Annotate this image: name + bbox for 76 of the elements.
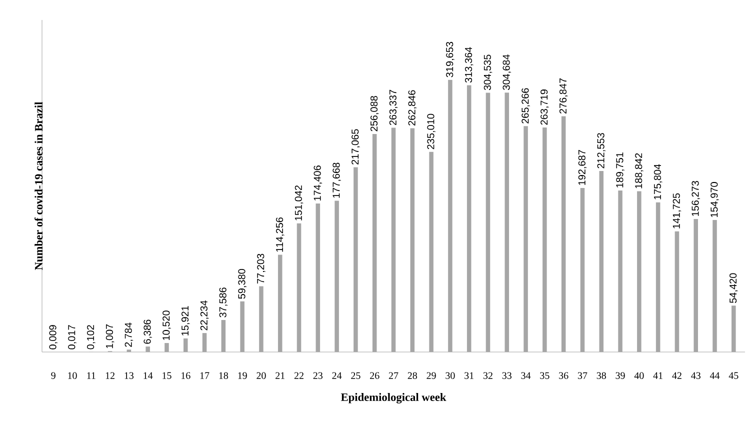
data-label: 141,725 bbox=[672, 193, 682, 228]
data-label: 1,007 bbox=[106, 324, 114, 348]
data-label: 15,921 bbox=[182, 306, 190, 336]
x-tick-label: 19 bbox=[238, 372, 247, 379]
data-label: 77,203 bbox=[257, 254, 266, 284]
data-label: 263,337 bbox=[389, 90, 398, 126]
data-label: 114,256 bbox=[276, 217, 284, 252]
x-tick-label: 33 bbox=[502, 372, 512, 379]
data-label: 265,266 bbox=[522, 88, 530, 124]
x-tick-label: 40 bbox=[634, 372, 644, 380]
data-label: 0,017 bbox=[68, 325, 76, 350]
x-tick-label: 22 bbox=[294, 372, 304, 379]
x-tick-label: 39 bbox=[616, 372, 625, 379]
x-tick-label: 31 bbox=[464, 372, 474, 379]
x-tick-label: 13 bbox=[124, 372, 134, 379]
x-tick-label: 35 bbox=[540, 372, 550, 379]
x-tick-label: 30 bbox=[446, 372, 455, 380]
x-tick-label: 25 bbox=[351, 372, 360, 379]
data-label: 188,842 bbox=[635, 153, 644, 188]
data-label: 2,784 bbox=[124, 322, 134, 347]
data-label: 319,653 bbox=[446, 42, 454, 78]
data-label: 262,846 bbox=[408, 90, 417, 126]
x-tick-label: 32 bbox=[483, 372, 492, 379]
x-tick-label: 24 bbox=[332, 372, 342, 379]
data-label: 0,009 bbox=[49, 325, 58, 350]
x-tick-label: 14 bbox=[144, 372, 153, 379]
x-tick-label: 23 bbox=[313, 372, 323, 379]
x-tick-label: 28 bbox=[408, 372, 418, 380]
x-tick-label: 44 bbox=[710, 372, 720, 379]
data-label: 276,847 bbox=[559, 78, 568, 114]
x-tick-label: 18 bbox=[219, 372, 228, 380]
data-label: 177,668 bbox=[332, 162, 341, 198]
data-label: 212,553 bbox=[597, 133, 606, 168]
x-tick-label: 42 bbox=[672, 372, 682, 379]
x-tick-label: 10 bbox=[68, 372, 77, 380]
x-tick-label: 34 bbox=[521, 372, 531, 379]
x-tick-label: 12 bbox=[106, 372, 114, 379]
data-label: 313,364 bbox=[464, 47, 474, 83]
data-label: 22,234 bbox=[200, 300, 209, 330]
x-tick-label: 20 bbox=[256, 372, 266, 380]
data-label: 154,970 bbox=[710, 182, 719, 218]
data-label: 0,102 bbox=[87, 325, 96, 350]
data-label: 37,586 bbox=[219, 288, 228, 318]
x-tick-label: 9 bbox=[51, 372, 56, 379]
y-axis-title: Number of covid-19 cases in Brazil bbox=[34, 102, 43, 270]
x-tick-label: 38 bbox=[596, 372, 606, 380]
x-tick-label: 27 bbox=[388, 372, 398, 379]
x-tick-label: 26 bbox=[370, 372, 380, 379]
x-tick-label: 37 bbox=[578, 372, 588, 379]
data-label: 189,751 bbox=[616, 152, 624, 188]
x-tick-label: 11 bbox=[87, 372, 96, 379]
data-label: 174,406 bbox=[314, 166, 322, 200]
x-axis-title: Epidemiological week bbox=[340, 393, 446, 404]
x-tick-label: 15 bbox=[162, 372, 172, 379]
data-label: 235,010 bbox=[427, 114, 436, 150]
data-label: 10,520 bbox=[162, 310, 171, 340]
x-tick-label: 17 bbox=[200, 372, 210, 379]
x-tick-label: 29 bbox=[426, 372, 436, 379]
data-label: 192,687 bbox=[578, 150, 587, 185]
data-label: 175,804 bbox=[654, 164, 662, 200]
data-label: 59,380 bbox=[238, 268, 246, 299]
x-tick-label: 36 bbox=[559, 372, 568, 379]
x-tick-label: 45 bbox=[728, 372, 738, 379]
data-label: 54,420 bbox=[730, 273, 738, 303]
data-label: 304,535 bbox=[484, 54, 492, 90]
data-label: 6,386 bbox=[144, 320, 152, 344]
x-tick-label: 16 bbox=[182, 372, 190, 379]
data-label: 263,719 bbox=[540, 90, 549, 125]
data-label: 151,042 bbox=[294, 185, 304, 220]
data-label: 304,684 bbox=[502, 54, 512, 90]
data-label: 156,273 bbox=[692, 180, 700, 216]
data-label: 217,065 bbox=[352, 129, 360, 164]
x-tick-label: 21 bbox=[276, 372, 285, 379]
x-tick-label: 43 bbox=[691, 372, 700, 379]
x-tick-label: 41 bbox=[653, 372, 662, 379]
data-label: 256,088 bbox=[370, 96, 379, 132]
